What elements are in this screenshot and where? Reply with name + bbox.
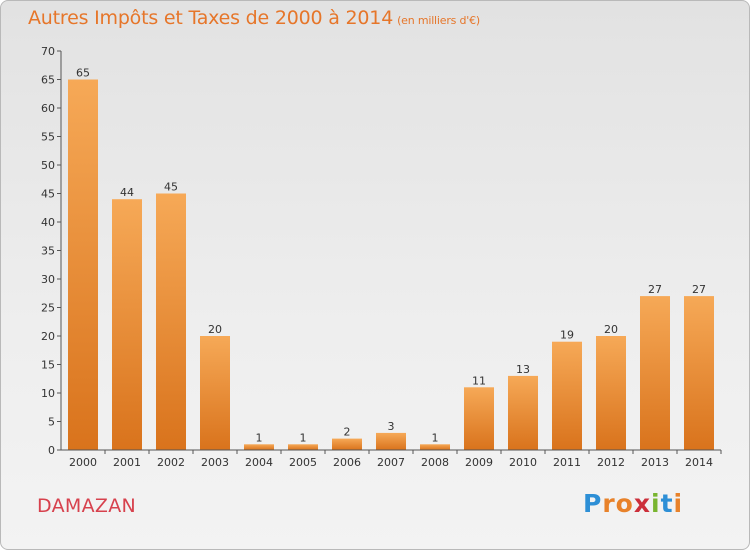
x-tick-label: 2010 bbox=[509, 456, 537, 469]
bar bbox=[156, 193, 186, 450]
logo-letter: i bbox=[651, 489, 661, 518]
y-tick-label: 45 bbox=[41, 188, 55, 201]
x-tick-label: 2002 bbox=[157, 456, 185, 469]
data-label: 44 bbox=[120, 186, 134, 199]
data-label: 3 bbox=[388, 420, 395, 433]
logo-letter: P bbox=[583, 489, 603, 518]
bar bbox=[420, 444, 450, 450]
data-label: 20 bbox=[208, 323, 222, 336]
bar bbox=[288, 444, 318, 450]
axes-group: 0 5 10 15 20 25 30 35 40 45 50 55 60 65 70 2000 2001 2002… bbox=[41, 45, 722, 469]
logo-letter: r bbox=[602, 489, 616, 518]
bar bbox=[552, 341, 582, 450]
chart-title-text: Autres Impôts et Taxes de 2000 à 2014 bbox=[28, 7, 394, 29]
y-tick-label: 20 bbox=[41, 330, 55, 343]
data-label: 20 bbox=[604, 323, 618, 336]
x-tick-label: 2013 bbox=[641, 456, 669, 469]
data-label: 27 bbox=[648, 283, 662, 296]
data-label: 19 bbox=[560, 329, 574, 342]
x-tick-label: 2006 bbox=[333, 456, 361, 469]
y-tick-label: 70 bbox=[41, 45, 55, 58]
bar bbox=[68, 79, 98, 450]
bar bbox=[640, 296, 670, 450]
x-tick-label: 2000 bbox=[69, 456, 97, 469]
chart-title: Autres Impôts et Taxes de 2000 à 2014 (en… bbox=[28, 7, 480, 29]
chart-unit: (en milliers d'€) bbox=[397, 14, 480, 27]
bar bbox=[244, 444, 274, 450]
x-tick-label: 2014 bbox=[685, 456, 713, 469]
y-tick-label: 10 bbox=[41, 387, 55, 400]
data-label: 1 bbox=[300, 431, 307, 444]
bar bbox=[332, 438, 362, 450]
bar bbox=[376, 432, 406, 450]
y-tick-label: 0 bbox=[48, 444, 55, 457]
y-tick-label: 35 bbox=[41, 245, 55, 258]
data-label: 13 bbox=[516, 363, 530, 376]
y-tick-label: 25 bbox=[41, 302, 55, 315]
y-tick-label: 60 bbox=[41, 102, 55, 115]
data-label: 2 bbox=[344, 426, 351, 439]
y-tick-label: 65 bbox=[41, 74, 55, 87]
x-tick-label: 2005 bbox=[289, 456, 317, 469]
y-tick-label: 5 bbox=[48, 416, 55, 429]
bar bbox=[112, 199, 142, 450]
bar bbox=[464, 387, 494, 450]
logo-letter: t bbox=[660, 489, 674, 518]
x-tick-label: 2008 bbox=[421, 456, 449, 469]
town-name: DAMAZAN bbox=[37, 495, 137, 517]
y-tick-label: 15 bbox=[41, 359, 55, 372]
x-tick-label: 2011 bbox=[553, 456, 581, 469]
data-label: 1 bbox=[432, 431, 439, 444]
x-tick-label: 2012 bbox=[597, 456, 625, 469]
logo-letter: x bbox=[633, 489, 651, 518]
data-label: 45 bbox=[164, 181, 178, 194]
data-label: 1 bbox=[256, 431, 263, 444]
bar bbox=[200, 336, 230, 450]
data-label: 65 bbox=[76, 67, 90, 80]
logo-letter: o bbox=[615, 489, 634, 518]
bar bbox=[684, 296, 714, 450]
y-tick-label: 50 bbox=[41, 159, 55, 172]
data-label: 27 bbox=[692, 283, 706, 296]
bar bbox=[508, 375, 538, 450]
x-tick-label: 2003 bbox=[201, 456, 229, 469]
logo-letter: i bbox=[673, 489, 684, 518]
x-tick-label: 2001 bbox=[113, 456, 141, 469]
y-tick-label: 40 bbox=[41, 216, 55, 229]
y-tick-label: 55 bbox=[41, 131, 55, 144]
x-tick-label: 2007 bbox=[377, 456, 405, 469]
data-label: 11 bbox=[472, 374, 486, 387]
y-tick-label: 30 bbox=[41, 273, 55, 286]
bar bbox=[596, 336, 626, 450]
proxiti-logo: Proxiti bbox=[583, 489, 683, 518]
x-tick-label: 2009 bbox=[465, 456, 493, 469]
x-tick-label: 2004 bbox=[245, 456, 273, 469]
